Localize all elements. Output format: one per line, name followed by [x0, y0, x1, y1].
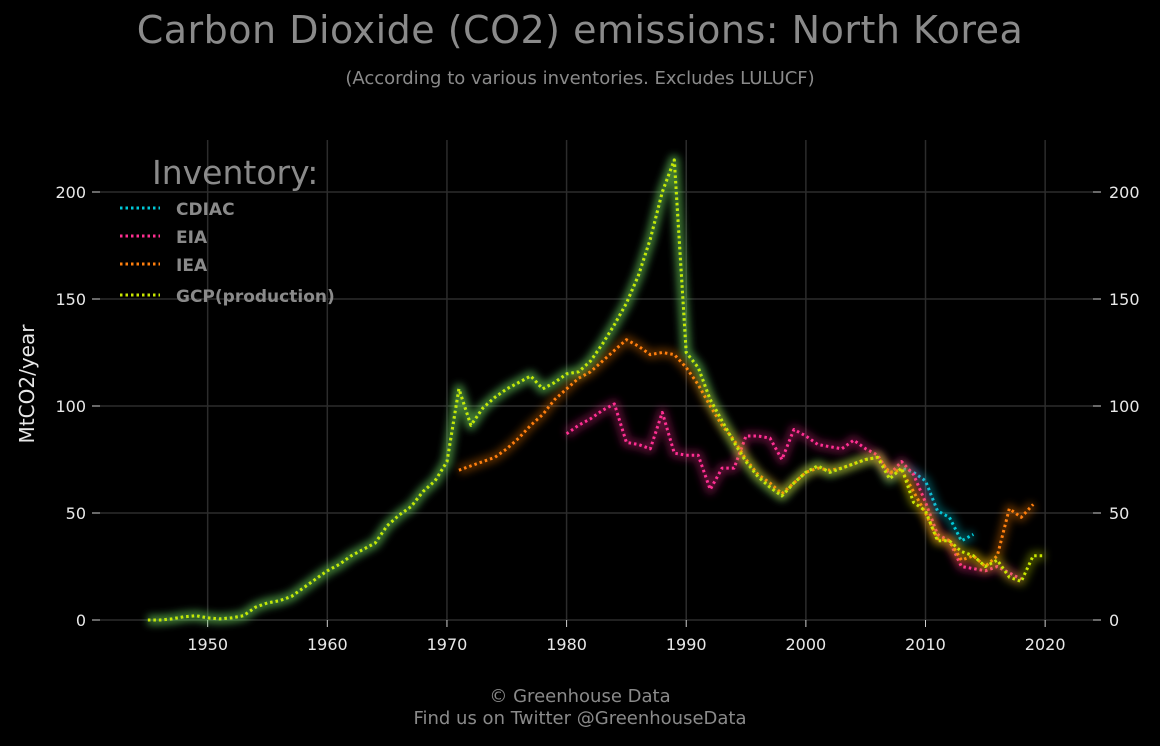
- series-line-eia: [565, 402, 1022, 581]
- footer-twitter: Find us on Twitter @GreenhouseData: [413, 708, 747, 729]
- chart-title: Carbon Dioxide (CO2) emissions: North Ko…: [136, 8, 1024, 52]
- x-tick-label: 2000: [786, 635, 827, 654]
- legend-label-gcp-production: GCP(production): [176, 287, 335, 307]
- x-tick-label: 1970: [427, 635, 468, 654]
- legend-title: Inventory:: [152, 153, 318, 192]
- footer-copyright: © Greenhouse Data: [489, 686, 671, 707]
- chart-subtitle: (According to various inventories. Exclu…: [345, 68, 815, 89]
- series-layer: [147, 155, 1046, 625]
- y-tick-label-right: 0: [1109, 611, 1119, 630]
- x-tick-label: 1990: [666, 635, 707, 654]
- y-tick-label-left: 150: [55, 290, 86, 309]
- legend-label-eia: EIA: [176, 228, 208, 248]
- x-tick-label: 2010: [905, 635, 946, 654]
- y-tick-label-right: 100: [1109, 397, 1140, 416]
- legend-label-cdiac: CDIAC: [176, 200, 235, 220]
- series-glow-iea: [457, 335, 1037, 571]
- axes-layer: 1950 1960 1970 1980 1990 2000 2010 2020 0 0 50 50 10…: [55, 183, 1139, 654]
- x-tick-label: 1950: [187, 635, 228, 654]
- grid-layer: [100, 140, 1093, 621]
- legend: Inventory: CDIAC EIA IEA GCP(production): [120, 153, 335, 307]
- y-tick-label-left: 100: [55, 397, 86, 416]
- y-tick-label-left: 50: [66, 504, 86, 523]
- y-tick-label-right: 150: [1109, 290, 1140, 309]
- series-line-gcp-production: [147, 158, 1046, 622]
- x-tick-label: 1960: [307, 635, 348, 654]
- y-tick-label-right: 200: [1109, 183, 1140, 202]
- y-tick-label-right: 50: [1109, 504, 1129, 523]
- legend-label-iea: IEA: [176, 256, 208, 276]
- x-tick-label: 1980: [546, 635, 587, 654]
- x-tick-label: 2020: [1025, 635, 1066, 654]
- y-tick-label-left: 0: [76, 611, 86, 630]
- y-tick-label-left: 200: [55, 183, 86, 202]
- y-axis-label: MtCO2/year: [15, 324, 39, 444]
- series-glow-gcp-production: [147, 155, 1046, 625]
